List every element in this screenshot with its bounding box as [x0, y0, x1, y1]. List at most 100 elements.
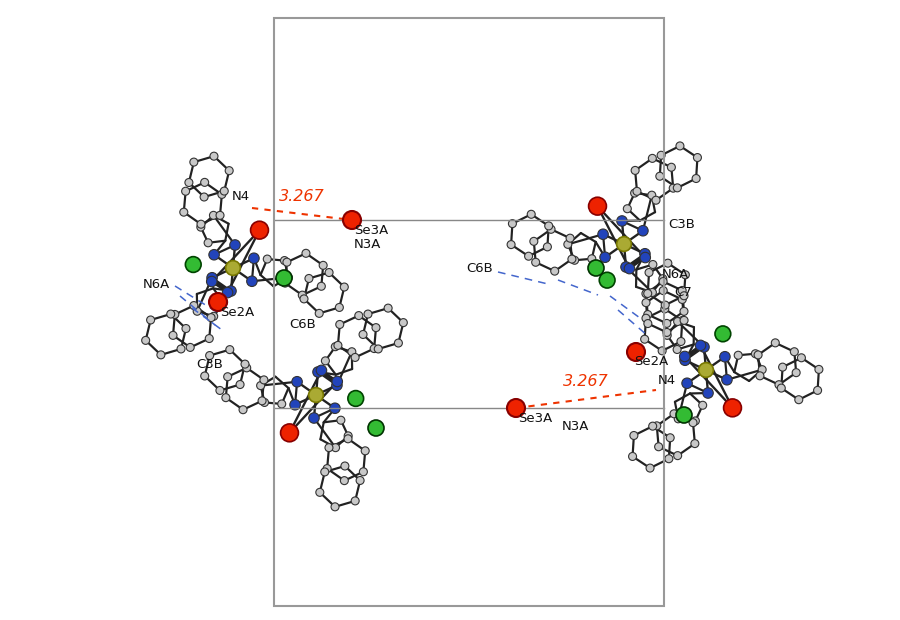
Circle shape — [790, 348, 798, 356]
Circle shape — [290, 399, 301, 410]
Circle shape — [210, 211, 218, 219]
Text: Se2A: Se2A — [220, 306, 254, 319]
Circle shape — [668, 163, 675, 171]
Circle shape — [670, 410, 678, 418]
Circle shape — [400, 319, 408, 327]
Circle shape — [336, 303, 343, 311]
Circle shape — [356, 477, 365, 484]
Circle shape — [264, 255, 271, 263]
Circle shape — [568, 255, 576, 263]
Text: Se3A: Se3A — [518, 412, 553, 425]
Circle shape — [598, 229, 608, 239]
Circle shape — [676, 142, 684, 150]
Circle shape — [169, 331, 177, 339]
Circle shape — [224, 373, 231, 381]
Text: N4: N4 — [232, 190, 250, 203]
Circle shape — [698, 363, 714, 378]
Circle shape — [571, 256, 579, 264]
Circle shape — [218, 190, 226, 198]
Circle shape — [659, 286, 667, 294]
Circle shape — [507, 241, 515, 249]
Circle shape — [182, 324, 190, 332]
Circle shape — [630, 432, 638, 440]
Circle shape — [334, 342, 342, 350]
Text: 3.267: 3.267 — [279, 189, 325, 204]
Circle shape — [190, 158, 198, 166]
Circle shape — [341, 462, 349, 470]
Circle shape — [197, 220, 205, 228]
Circle shape — [292, 376, 302, 387]
Circle shape — [325, 444, 333, 451]
Circle shape — [627, 343, 645, 361]
Circle shape — [331, 444, 339, 451]
Circle shape — [588, 260, 604, 276]
Circle shape — [682, 378, 692, 389]
Circle shape — [696, 340, 706, 351]
Text: N4: N4 — [658, 374, 676, 387]
Circle shape — [616, 237, 632, 251]
Circle shape — [332, 380, 342, 391]
Circle shape — [351, 497, 359, 505]
Circle shape — [621, 262, 631, 272]
Circle shape — [664, 259, 671, 267]
Circle shape — [642, 314, 650, 322]
Circle shape — [652, 196, 660, 204]
Circle shape — [344, 432, 352, 440]
Circle shape — [241, 360, 249, 368]
Bar — [274, 18, 664, 606]
Circle shape — [720, 352, 730, 362]
Circle shape — [141, 337, 149, 344]
Circle shape — [204, 239, 212, 247]
Circle shape — [331, 343, 339, 351]
Circle shape — [201, 372, 209, 380]
Circle shape — [347, 348, 356, 356]
Circle shape — [679, 286, 686, 294]
Circle shape — [566, 234, 574, 242]
Circle shape — [171, 311, 179, 319]
Circle shape — [659, 278, 667, 286]
Circle shape — [298, 291, 306, 299]
Circle shape — [698, 401, 706, 409]
Circle shape — [332, 376, 343, 387]
Circle shape — [197, 223, 205, 231]
Circle shape — [625, 264, 634, 274]
Circle shape — [230, 240, 240, 250]
Circle shape — [336, 321, 344, 329]
Circle shape — [316, 489, 324, 497]
Circle shape — [679, 317, 687, 324]
Circle shape — [210, 152, 218, 160]
Circle shape — [638, 226, 648, 236]
Circle shape — [256, 381, 265, 389]
Text: Se2A: Se2A — [634, 355, 668, 368]
Circle shape — [384, 304, 392, 312]
Circle shape — [507, 399, 525, 417]
Circle shape — [281, 279, 289, 287]
Circle shape — [185, 257, 201, 272]
Circle shape — [640, 249, 650, 259]
Circle shape — [648, 191, 656, 199]
Circle shape — [656, 172, 664, 180]
Circle shape — [364, 310, 372, 318]
Circle shape — [588, 255, 596, 263]
Circle shape — [722, 374, 733, 385]
Circle shape — [344, 435, 352, 443]
Circle shape — [680, 292, 688, 299]
Circle shape — [771, 339, 779, 347]
Circle shape — [340, 477, 348, 485]
Circle shape — [194, 308, 202, 315]
Circle shape — [633, 187, 641, 195]
Text: Se3A: Se3A — [354, 224, 388, 237]
Text: C3B: C3B — [668, 218, 695, 231]
Circle shape — [361, 447, 369, 455]
Circle shape — [662, 301, 670, 309]
Circle shape — [674, 415, 682, 423]
Circle shape — [648, 288, 656, 296]
Circle shape — [216, 386, 224, 394]
Circle shape — [316, 365, 327, 376]
Circle shape — [184, 179, 193, 187]
Circle shape — [680, 308, 688, 316]
Circle shape — [525, 252, 533, 260]
Circle shape — [166, 310, 175, 318]
Circle shape — [616, 216, 627, 226]
Circle shape — [663, 331, 671, 339]
